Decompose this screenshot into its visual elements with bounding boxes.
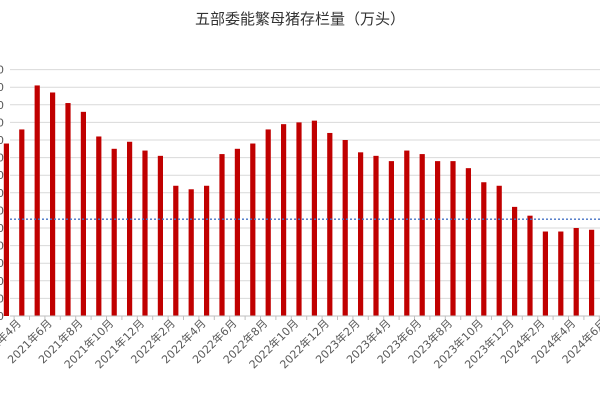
bar — [111, 148, 117, 316]
y-tick-label: 3500 — [0, 310, 4, 323]
y-tick-label: 4700 — [0, 99, 4, 112]
bar — [450, 161, 456, 316]
bar — [96, 136, 102, 316]
bar — [542, 231, 548, 316]
y-tick-label: 4500 — [0, 134, 4, 147]
bar — [342, 140, 348, 316]
bar — [512, 206, 518, 316]
bar — [50, 92, 56, 316]
bar — [573, 228, 579, 316]
y-tick-label: 4900 — [0, 64, 4, 77]
bar — [34, 85, 40, 316]
bar — [157, 155, 163, 316]
bar-series — [3, 85, 595, 317]
y-tick-label: 3700 — [0, 275, 4, 288]
bar — [558, 231, 564, 316]
bar — [435, 161, 441, 316]
y-tick-label: 4200 — [0, 187, 4, 200]
bar — [173, 185, 179, 316]
y-tick-label: 4400 — [0, 152, 4, 165]
bar — [19, 129, 25, 316]
bar — [311, 120, 317, 316]
bar — [127, 141, 133, 316]
bar — [219, 154, 225, 316]
bar — [589, 229, 595, 316]
y-tick-label: 3800 — [0, 257, 4, 270]
bar — [388, 161, 394, 316]
bar — [496, 185, 502, 316]
y-tick-label: 4300 — [0, 169, 4, 182]
x-tick-labels: 2021年4月2021年6月2021年8月2021年10月2021年12月202… — [0, 316, 600, 371]
bar — [142, 150, 148, 316]
y-tick-label: 4800 — [0, 81, 4, 94]
y-tick-label: 4100 — [0, 204, 4, 217]
bar — [281, 124, 287, 316]
bar — [3, 143, 9, 316]
y-tick-label: 4000 — [0, 222, 4, 235]
bar — [419, 154, 425, 316]
bar — [465, 168, 471, 316]
bar — [404, 150, 410, 316]
bar — [265, 129, 271, 316]
axes — [10, 315, 600, 320]
bar — [527, 215, 533, 316]
bar — [188, 189, 194, 316]
bar — [373, 155, 379, 316]
y-tick-labels: 3500 3600 3700 3800 3900 4000 4100 4200 4300 4400… — [0, 64, 4, 323]
bar — [327, 132, 333, 316]
bar — [250, 143, 256, 316]
bar — [234, 148, 240, 316]
chart-title: 五部委能繁母猪存栏量（万头） — [194, 10, 405, 28]
bar — [358, 152, 364, 316]
bar — [80, 111, 86, 316]
y-tick-label: 4600 — [0, 116, 4, 129]
y-tick-label: 3600 — [0, 292, 4, 305]
bar — [204, 185, 210, 316]
bar — [65, 103, 71, 316]
y-tick-label: 3900 — [0, 240, 4, 253]
bar — [481, 182, 487, 316]
